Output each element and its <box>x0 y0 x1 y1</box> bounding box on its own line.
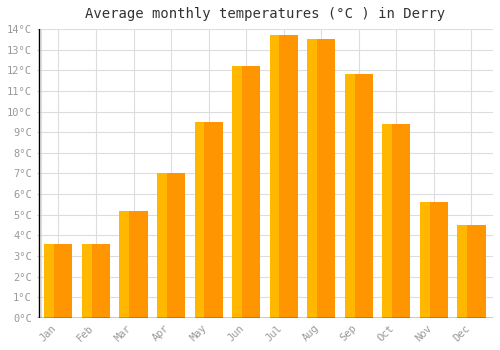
Bar <box>382 124 392 318</box>
Bar <box>82 244 92 318</box>
Bar <box>344 75 373 318</box>
Bar <box>458 225 467 318</box>
Bar <box>194 122 204 318</box>
Bar <box>458 225 485 318</box>
Bar <box>382 124 410 318</box>
Title: Average monthly temperatures (°C ) in Derry: Average monthly temperatures (°C ) in De… <box>85 7 445 21</box>
Bar <box>157 174 167 318</box>
Bar <box>232 66 260 318</box>
Bar <box>270 35 298 318</box>
Bar <box>44 244 54 318</box>
Bar <box>120 211 148 318</box>
Bar <box>232 66 242 318</box>
Bar <box>420 202 448 318</box>
Bar <box>420 202 430 318</box>
Bar <box>270 35 280 318</box>
Bar <box>307 39 317 318</box>
Bar <box>344 75 354 318</box>
Bar <box>82 244 110 318</box>
Bar <box>194 122 222 318</box>
Bar <box>307 39 336 318</box>
Bar <box>157 174 185 318</box>
Bar <box>120 211 130 318</box>
Bar <box>44 244 72 318</box>
